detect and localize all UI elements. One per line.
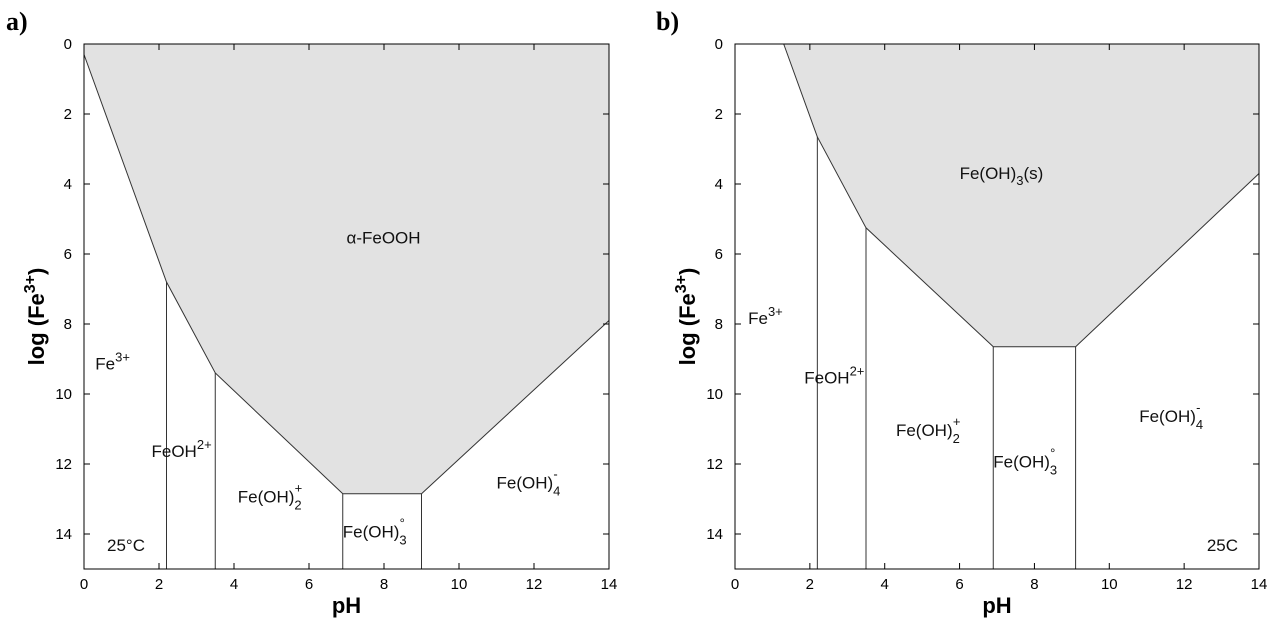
y-tick-label: 6 <box>715 246 723 263</box>
y-axis-title-sup: 3+ <box>673 275 690 293</box>
region-label-main: Fe(OH) <box>497 474 554 493</box>
y-axis-title-main: log (Fe <box>24 293 49 365</box>
region-label: Fe(OH)3 ° <box>343 516 407 548</box>
y-tick-label: 6 <box>64 246 72 263</box>
y-tick-label: 4 <box>715 176 723 193</box>
y-axis-title-close: ) <box>24 268 49 275</box>
region-label-sub: 2 <box>294 498 301 513</box>
solubility-boundary-line <box>83 54 610 495</box>
region-label-sup: + <box>953 414 961 429</box>
region-label: Fe(OH)2 + <box>238 481 303 513</box>
x-tick-label: 14 <box>601 576 618 593</box>
region-label: Fe3+ <box>748 304 783 328</box>
y-axis-title: log (Fe3+) <box>22 268 49 366</box>
y-tick-label: 10 <box>706 386 723 403</box>
temperature-label: 25C <box>1207 536 1238 555</box>
region-label-main: FeOH <box>152 442 197 461</box>
region-label-sup: ° <box>400 516 405 531</box>
solid-phase-area <box>84 44 609 494</box>
y-tick-label: 4 <box>64 176 72 193</box>
y-tick-label: 14 <box>706 526 723 543</box>
region-label-sup: - <box>553 467 557 482</box>
region-label: Fe3+ <box>95 350 130 374</box>
plot-frame <box>83 43 610 570</box>
region-label-sup: 3+ <box>115 350 130 365</box>
y-axis-title-main: log (Fe <box>675 293 700 365</box>
x-tick-label: 6 <box>955 576 963 593</box>
y-axis-title-sup: 3+ <box>22 275 39 293</box>
x-axis-title: pH <box>332 593 361 618</box>
y-tick-label: 12 <box>706 456 723 473</box>
region-label-sub: 3 <box>1016 173 1023 188</box>
region-label-main: FeOH <box>804 369 849 388</box>
region-label-tail: (s) <box>1023 164 1043 183</box>
solubility-boundary-line <box>783 43 1260 348</box>
x-tick-label: 4 <box>230 576 238 593</box>
region-label-sup: ° <box>1050 446 1055 461</box>
y-tick-label: 8 <box>715 316 723 333</box>
region-label-sub: 3 <box>1050 463 1057 478</box>
region-label-sub: 2 <box>953 431 960 446</box>
temperature-label: 25°C <box>107 536 145 555</box>
region-label-main: α-FeOOH <box>347 229 421 248</box>
plot-frame <box>734 43 1260 570</box>
region-label-main: Fe(OH) <box>1139 407 1196 426</box>
region-label-sub: 4 <box>1196 417 1203 432</box>
region-label: Fe(OH)3(s) <box>960 164 1044 188</box>
x-tick-label: 12 <box>526 576 543 593</box>
region-label: α-FeOOH <box>347 229 421 248</box>
x-tick-label: 10 <box>451 576 468 593</box>
solid-phase-area <box>783 44 1259 347</box>
panel-letter: b) <box>656 7 679 36</box>
x-tick-label: 12 <box>1176 576 1193 593</box>
y-tick-label: 12 <box>55 456 72 473</box>
x-tick-label: 0 <box>80 576 88 593</box>
region-label: Fe(OH)4 - <box>497 467 561 499</box>
region-label-main: Fe(OH) <box>343 523 400 542</box>
y-tick-label: 0 <box>715 36 723 53</box>
y-tick-label: 2 <box>64 106 72 123</box>
region-label-sup: 2+ <box>197 437 212 452</box>
x-tick-label: 10 <box>1101 576 1118 593</box>
x-tick-label: 2 <box>806 576 814 593</box>
y-tick-label: 10 <box>55 386 72 403</box>
y-axis-title-close: ) <box>675 268 700 275</box>
region-label-sup: - <box>1196 400 1200 415</box>
region-label-main: Fe(OH) <box>896 421 953 440</box>
y-tick-label: 0 <box>64 36 72 53</box>
x-tick-label: 8 <box>1030 576 1038 593</box>
region-label-sub: 3 <box>399 533 406 548</box>
x-tick-label: 4 <box>881 576 889 593</box>
y-axis-title: log (Fe3+) <box>673 268 700 366</box>
region-label-main: Fe(OH) <box>960 164 1017 183</box>
region-label-main: Fe(OH) <box>238 488 295 507</box>
region-label-sup: 2+ <box>850 364 865 379</box>
region-label-sub: 4 <box>553 484 560 499</box>
x-axis-title: pH <box>982 593 1011 618</box>
x-tick-label: 2 <box>155 576 163 593</box>
y-tick-label: 8 <box>64 316 72 333</box>
region-label-main: Fe(OH) <box>993 453 1050 472</box>
x-tick-label: 14 <box>1251 576 1268 593</box>
region-label: Fe(OH)2 + <box>896 414 961 446</box>
region-label: Fe(OH)4 - <box>1139 400 1203 432</box>
region-label-sup: 3+ <box>768 304 783 319</box>
x-tick-label: 0 <box>731 576 739 593</box>
region-label: FeOH2+ <box>804 364 864 388</box>
y-tick-label: 14 <box>55 526 72 543</box>
panel-letter: a) <box>6 7 28 36</box>
region-label-sup: + <box>295 481 303 496</box>
x-tick-label: 8 <box>380 576 388 593</box>
region-label: FeOH2+ <box>152 437 212 461</box>
region-label-main: Fe <box>748 309 768 328</box>
x-tick-label: 6 <box>305 576 313 593</box>
region-label-main: Fe <box>95 355 115 374</box>
y-tick-label: 2 <box>715 106 723 123</box>
region-label: Fe(OH)3 ° <box>993 446 1057 478</box>
